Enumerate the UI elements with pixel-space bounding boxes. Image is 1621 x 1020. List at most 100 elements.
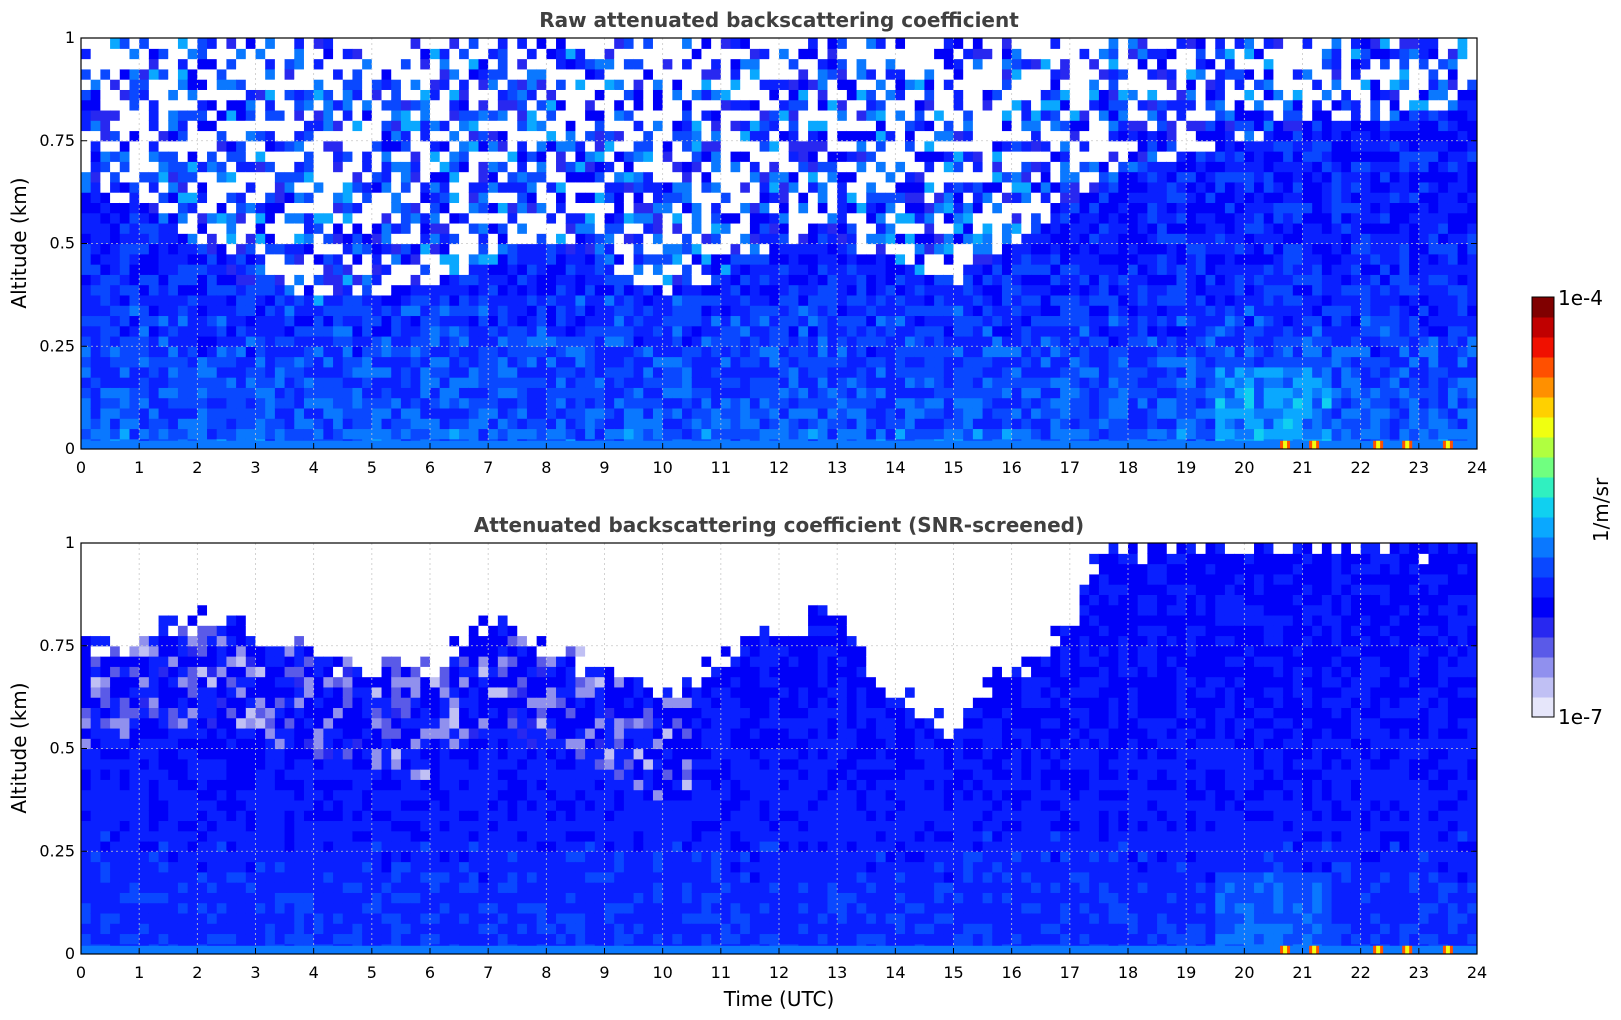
heatmap-cell xyxy=(1118,109,1129,121)
heatmap-cell xyxy=(1254,284,1265,296)
heatmap-cell xyxy=(468,48,480,60)
heatmap-cell xyxy=(148,253,160,265)
heatmap-cell xyxy=(769,315,780,327)
heatmap-cell xyxy=(1128,428,1139,440)
heatmap-cell xyxy=(1224,335,1236,347)
heatmap-cell xyxy=(391,243,402,255)
heatmap-cell xyxy=(1215,233,1226,245)
heatmap-cell xyxy=(488,253,499,265)
heatmap-cell xyxy=(1040,397,1052,409)
heatmap-cell xyxy=(798,233,809,245)
heatmap-cell xyxy=(905,171,916,183)
heatmap-cell xyxy=(604,38,615,49)
heatmap-cell xyxy=(992,222,1003,234)
heatmap-cell xyxy=(352,58,363,70)
heatmap-cell xyxy=(478,38,489,49)
heatmap-cell xyxy=(430,171,441,183)
heatmap-cell xyxy=(594,38,606,49)
heatmap-cell xyxy=(216,58,228,70)
heatmap-cell xyxy=(759,428,770,440)
heatmap-cell xyxy=(342,202,354,214)
heatmap-cell xyxy=(371,315,383,327)
heatmap-cell xyxy=(691,407,703,419)
heatmap-cell xyxy=(187,284,198,296)
heatmap-cell xyxy=(129,284,140,296)
heatmap-cell xyxy=(1001,192,1013,204)
heatmap-cell xyxy=(507,212,518,224)
heatmap-cell xyxy=(711,68,722,80)
heatmap-cell xyxy=(1118,48,1129,60)
heatmap-cell xyxy=(779,181,790,193)
heatmap-cell xyxy=(1186,99,1197,111)
heatmap-cell xyxy=(323,315,334,327)
heatmap-cell xyxy=(1215,305,1226,317)
heatmap-cell xyxy=(643,428,654,440)
heatmap-cell xyxy=(333,397,344,409)
heatmap-cell xyxy=(526,387,538,399)
heatmap-cell xyxy=(507,428,518,440)
heatmap-cell xyxy=(110,377,121,388)
heatmap-cell xyxy=(459,192,470,204)
heatmap-cell xyxy=(430,181,441,193)
heatmap-cell xyxy=(672,48,683,60)
heatmap-cell xyxy=(526,89,538,101)
heatmap-cell xyxy=(1089,418,1100,430)
heatmap-cell xyxy=(468,181,480,193)
heatmap-cell xyxy=(110,89,121,101)
heatmap-cell xyxy=(905,294,916,306)
heatmap-cell xyxy=(895,171,906,183)
heatmap-cell xyxy=(924,387,935,399)
heatmap-cell xyxy=(313,109,324,121)
heatmap-cell xyxy=(323,356,334,368)
heatmap-cell xyxy=(817,48,829,60)
heatmap-cell xyxy=(992,38,1003,49)
heatmap-cell xyxy=(139,192,150,204)
heatmap-cell xyxy=(1128,356,1139,368)
heatmap-cell xyxy=(507,68,518,80)
heatmap-cell xyxy=(594,315,606,327)
heatmap-cell xyxy=(119,325,131,337)
heatmap-cell xyxy=(1069,68,1081,80)
heatmap-cell xyxy=(1040,315,1052,327)
heatmap-cell xyxy=(468,151,480,162)
heatmap-cell xyxy=(546,428,557,440)
heatmap-cell xyxy=(168,294,179,306)
heatmap-cell xyxy=(720,212,732,224)
heatmap-cell xyxy=(711,418,722,430)
heatmap-cell xyxy=(885,171,896,183)
heatmap-cell xyxy=(556,171,567,183)
heatmap-cell xyxy=(982,366,993,378)
heatmap-cell xyxy=(274,109,286,121)
heatmap-cell xyxy=(1224,233,1236,245)
heatmap-cell xyxy=(478,346,489,358)
heatmap-cell xyxy=(837,89,848,101)
heatmap-cell xyxy=(303,120,315,132)
heatmap-cell xyxy=(749,79,761,90)
heatmap-cell xyxy=(488,264,499,275)
heatmap-cell xyxy=(1254,99,1265,111)
heatmap-cell xyxy=(216,397,228,409)
heatmap-cell xyxy=(614,294,625,306)
heatmap-cell xyxy=(1234,346,1245,358)
heatmap-cell xyxy=(536,151,547,162)
heatmap-cell xyxy=(682,387,693,399)
heatmap-cell xyxy=(604,418,615,430)
heatmap-cell xyxy=(556,192,567,204)
heatmap-cell xyxy=(400,48,412,60)
heatmap-cell xyxy=(381,99,392,111)
heatmap-cell xyxy=(459,377,470,388)
heatmap-cell xyxy=(497,366,509,378)
heatmap-cell xyxy=(100,222,111,234)
heatmap-cell xyxy=(1128,140,1139,152)
heatmap-cell xyxy=(623,68,635,80)
heatmap-cell xyxy=(129,428,140,440)
heatmap-cell xyxy=(972,109,984,121)
heatmap-cell xyxy=(1050,212,1061,224)
heatmap-cell xyxy=(1098,315,1110,327)
heatmap-cell xyxy=(779,151,790,162)
heatmap-cell xyxy=(158,325,169,337)
heatmap-cell xyxy=(439,366,450,378)
heatmap-cell xyxy=(1040,407,1052,419)
heatmap-cell xyxy=(585,428,596,440)
heatmap-cell xyxy=(100,233,111,245)
